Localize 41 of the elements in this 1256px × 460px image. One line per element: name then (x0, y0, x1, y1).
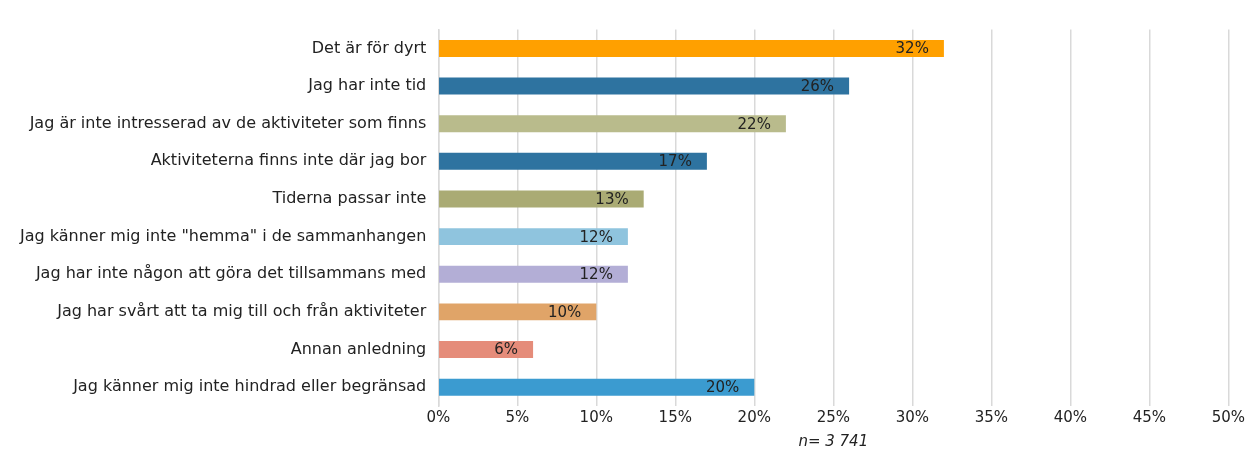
data-label: 32% (895, 39, 929, 58)
data-label: 13% (595, 189, 629, 208)
data-label: 6% (494, 340, 519, 359)
x-tick-label: 45% (1132, 407, 1166, 426)
data-label: 12% (579, 227, 613, 246)
y-tick-label: Jag har svårt att ta mig till och från aktiviteter (56, 301, 427, 321)
bar (439, 303, 597, 321)
y-tick-label: Jag har inte någon att göra det tillsammans med (34, 263, 427, 283)
bar (439, 378, 755, 396)
bar (439, 341, 534, 359)
x-tick-label: 0% (426, 407, 451, 426)
x-tick-label: 25% (816, 407, 850, 426)
data-label: 12% (579, 265, 613, 284)
y-tick-label: Tiderna passar inte (271, 188, 427, 208)
bar (439, 115, 786, 133)
x-tick-label: 50% (1211, 407, 1245, 426)
x-tick-label: 30% (895, 407, 929, 426)
data-label: 22% (737, 114, 771, 133)
bar (439, 77, 850, 95)
x-tick-label: 10% (579, 407, 613, 426)
x-tick-label: 35% (974, 407, 1008, 426)
x-tick-label: 5% (505, 407, 530, 426)
bar (439, 265, 628, 283)
y-tick-label: Jag har inte tid (307, 75, 427, 95)
x-tick-label: 15% (658, 407, 692, 426)
data-label: 10% (547, 302, 582, 321)
x-tick-label: 40% (1053, 407, 1087, 426)
y-tick-label: Annan anledning (290, 338, 427, 358)
data-label: 17% (658, 152, 692, 171)
bar (439, 228, 628, 246)
data-label: 26% (800, 76, 835, 95)
data-label: 20% (705, 378, 740, 397)
bar (439, 152, 707, 170)
y-tick-label: Jag känner mig inte hindrad eller begränsad (72, 376, 427, 396)
text: n= 3 741 (798, 431, 869, 450)
x-tick-label: 20% (737, 407, 771, 426)
y-tick-label: Jag är inte intresserad av de aktiviteter som finns (28, 112, 427, 132)
y-tick-label: Jag känner mig inte "hemma" i de sammanhangen (18, 225, 427, 245)
y-tick-label: Det är för dyrt (311, 37, 427, 57)
y-tick-label: Aktiviteterna finns inte där jag bor (150, 150, 427, 170)
bar (439, 39, 944, 57)
